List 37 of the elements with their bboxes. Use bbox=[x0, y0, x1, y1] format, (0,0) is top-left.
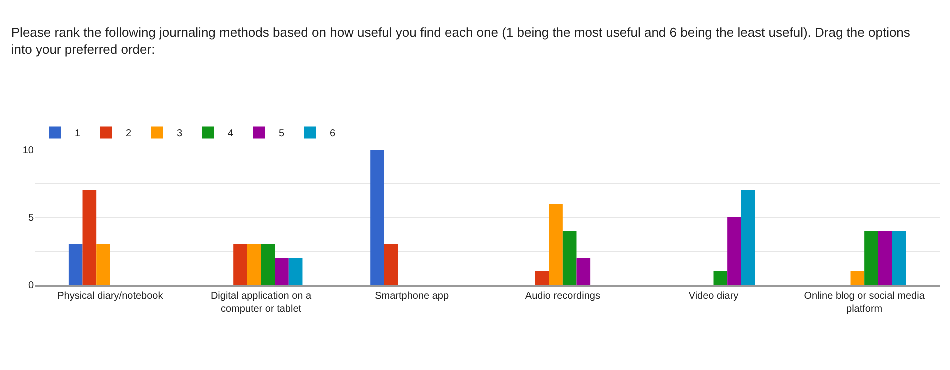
chart-title: Please rank the following journaling methods based on how useful you find each one (1 being the most useful and 6 being the least useful). Drag the options into your preferred order: bbox=[11, 25, 911, 57]
bar bbox=[892, 231, 906, 285]
bar bbox=[535, 272, 550, 285]
x-tick-label: Audio recordings bbox=[525, 291, 600, 302]
legend-label: 6 bbox=[330, 128, 336, 140]
bar bbox=[714, 272, 728, 285]
legend-label: 1 bbox=[75, 128, 81, 140]
bar bbox=[384, 244, 398, 285]
bar bbox=[850, 272, 865, 285]
bar bbox=[549, 204, 563, 285]
bar bbox=[741, 190, 756, 285]
y-tick-label: 0 bbox=[28, 280, 34, 292]
bar bbox=[576, 258, 591, 285]
bar bbox=[728, 218, 742, 285]
bar bbox=[247, 244, 262, 285]
y-tick-label: 5 bbox=[28, 213, 34, 224]
bar bbox=[864, 231, 878, 285]
bar bbox=[288, 258, 303, 285]
bar bbox=[562, 231, 577, 285]
bar bbox=[370, 150, 384, 285]
y-tick-label: 10 bbox=[22, 146, 34, 156]
x-tick-label: Smartphone app bbox=[375, 291, 450, 302]
legend-label: 5 bbox=[279, 128, 285, 140]
x-tick-label: Digital application on a computer or tablet bbox=[210, 291, 312, 315]
x-tick-label: Online blog or social media platform bbox=[804, 291, 926, 315]
bar bbox=[96, 244, 110, 285]
legend-label: 3 bbox=[177, 128, 183, 140]
bar bbox=[82, 190, 97, 285]
legend-label: 2 bbox=[126, 128, 132, 140]
bar bbox=[275, 258, 289, 285]
bar bbox=[68, 244, 83, 285]
x-tick-label: Physical diary/notebook bbox=[58, 291, 164, 302]
legend-label: 4 bbox=[228, 128, 234, 140]
x-tick-label: Video diary bbox=[688, 291, 739, 302]
bar bbox=[878, 231, 892, 285]
bar bbox=[261, 244, 276, 285]
bar bbox=[234, 244, 248, 285]
